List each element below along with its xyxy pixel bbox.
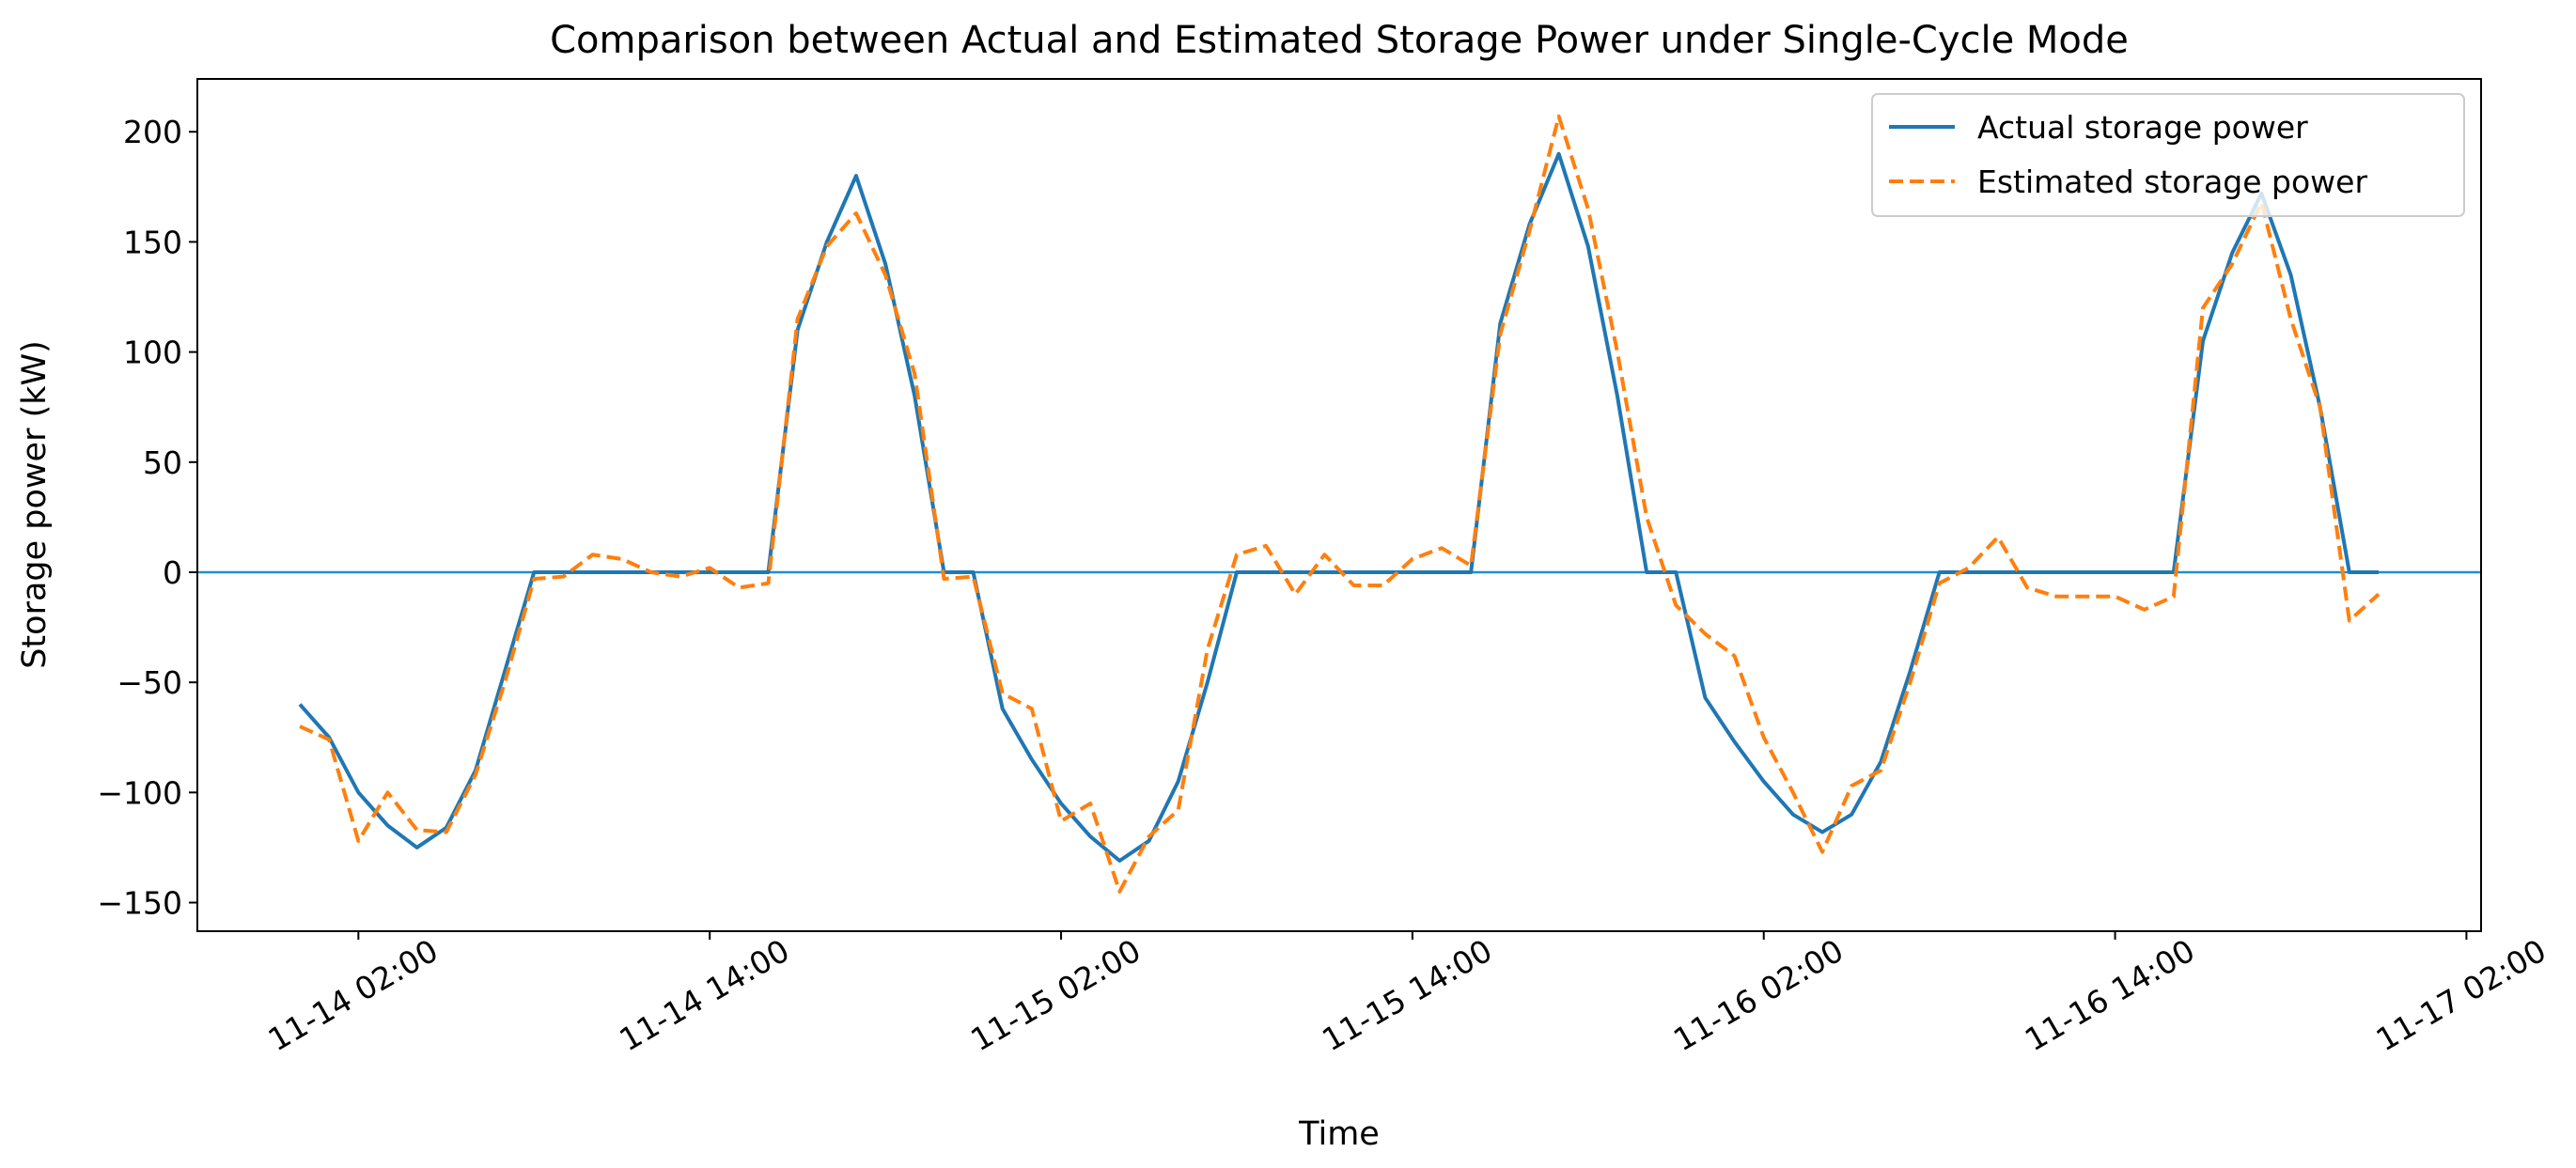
y-axis-label: Storage power (kW) xyxy=(16,340,54,669)
x-tick-label: 11-17 02:00 xyxy=(2370,932,2553,1059)
x-tick-label: 11-14 02:00 xyxy=(262,932,445,1059)
y-tick-label: 0 xyxy=(163,554,182,591)
x-tick-label: 11-16 02:00 xyxy=(1667,932,1850,1059)
legend-label: Estimated storage power xyxy=(1977,164,2367,200)
y-tick-label: −100 xyxy=(97,774,182,811)
chart-title: Comparison between Actual and Estimated … xyxy=(550,19,2129,62)
series-line xyxy=(298,151,2379,863)
y-tick-label: −150 xyxy=(97,885,182,922)
y-tick-label: 150 xyxy=(123,224,182,260)
legend: Actual storage power Estimated storage po… xyxy=(1871,93,2465,217)
x-axis-label: Time xyxy=(1298,1115,1380,1153)
x-tick-label: 11-15 14:00 xyxy=(1316,932,1498,1059)
legend-label: Actual storage power xyxy=(1977,109,2308,146)
y-tick-label: 100 xyxy=(123,335,182,371)
x-tick-label: 11-14 14:00 xyxy=(613,932,795,1059)
legend-box xyxy=(1871,93,2465,217)
plot-frame xyxy=(196,78,2482,932)
y-tick-label: −50 xyxy=(117,664,182,701)
series-line xyxy=(299,114,2381,894)
x-tick-label: 11-15 02:00 xyxy=(964,932,1147,1059)
y-tick-label: 200 xyxy=(123,114,182,150)
y-tick-label: 50 xyxy=(143,444,182,481)
x-tick-label: 11-16 14:00 xyxy=(2019,932,2201,1059)
